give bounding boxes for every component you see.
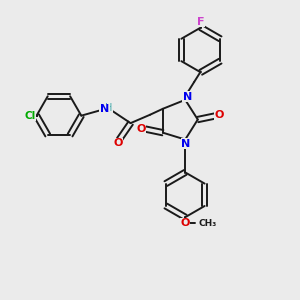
Text: CH₃: CH₃ [199, 219, 217, 228]
Text: N: N [181, 139, 190, 149]
Text: O: O [181, 218, 190, 228]
Text: O: O [113, 138, 122, 148]
Text: O: O [215, 110, 224, 120]
Text: F: F [197, 16, 205, 27]
Text: N: N [183, 92, 192, 102]
Text: Cl: Cl [24, 111, 36, 121]
Text: O: O [136, 124, 146, 134]
Text: H: H [105, 103, 112, 113]
Text: N: N [100, 104, 109, 114]
